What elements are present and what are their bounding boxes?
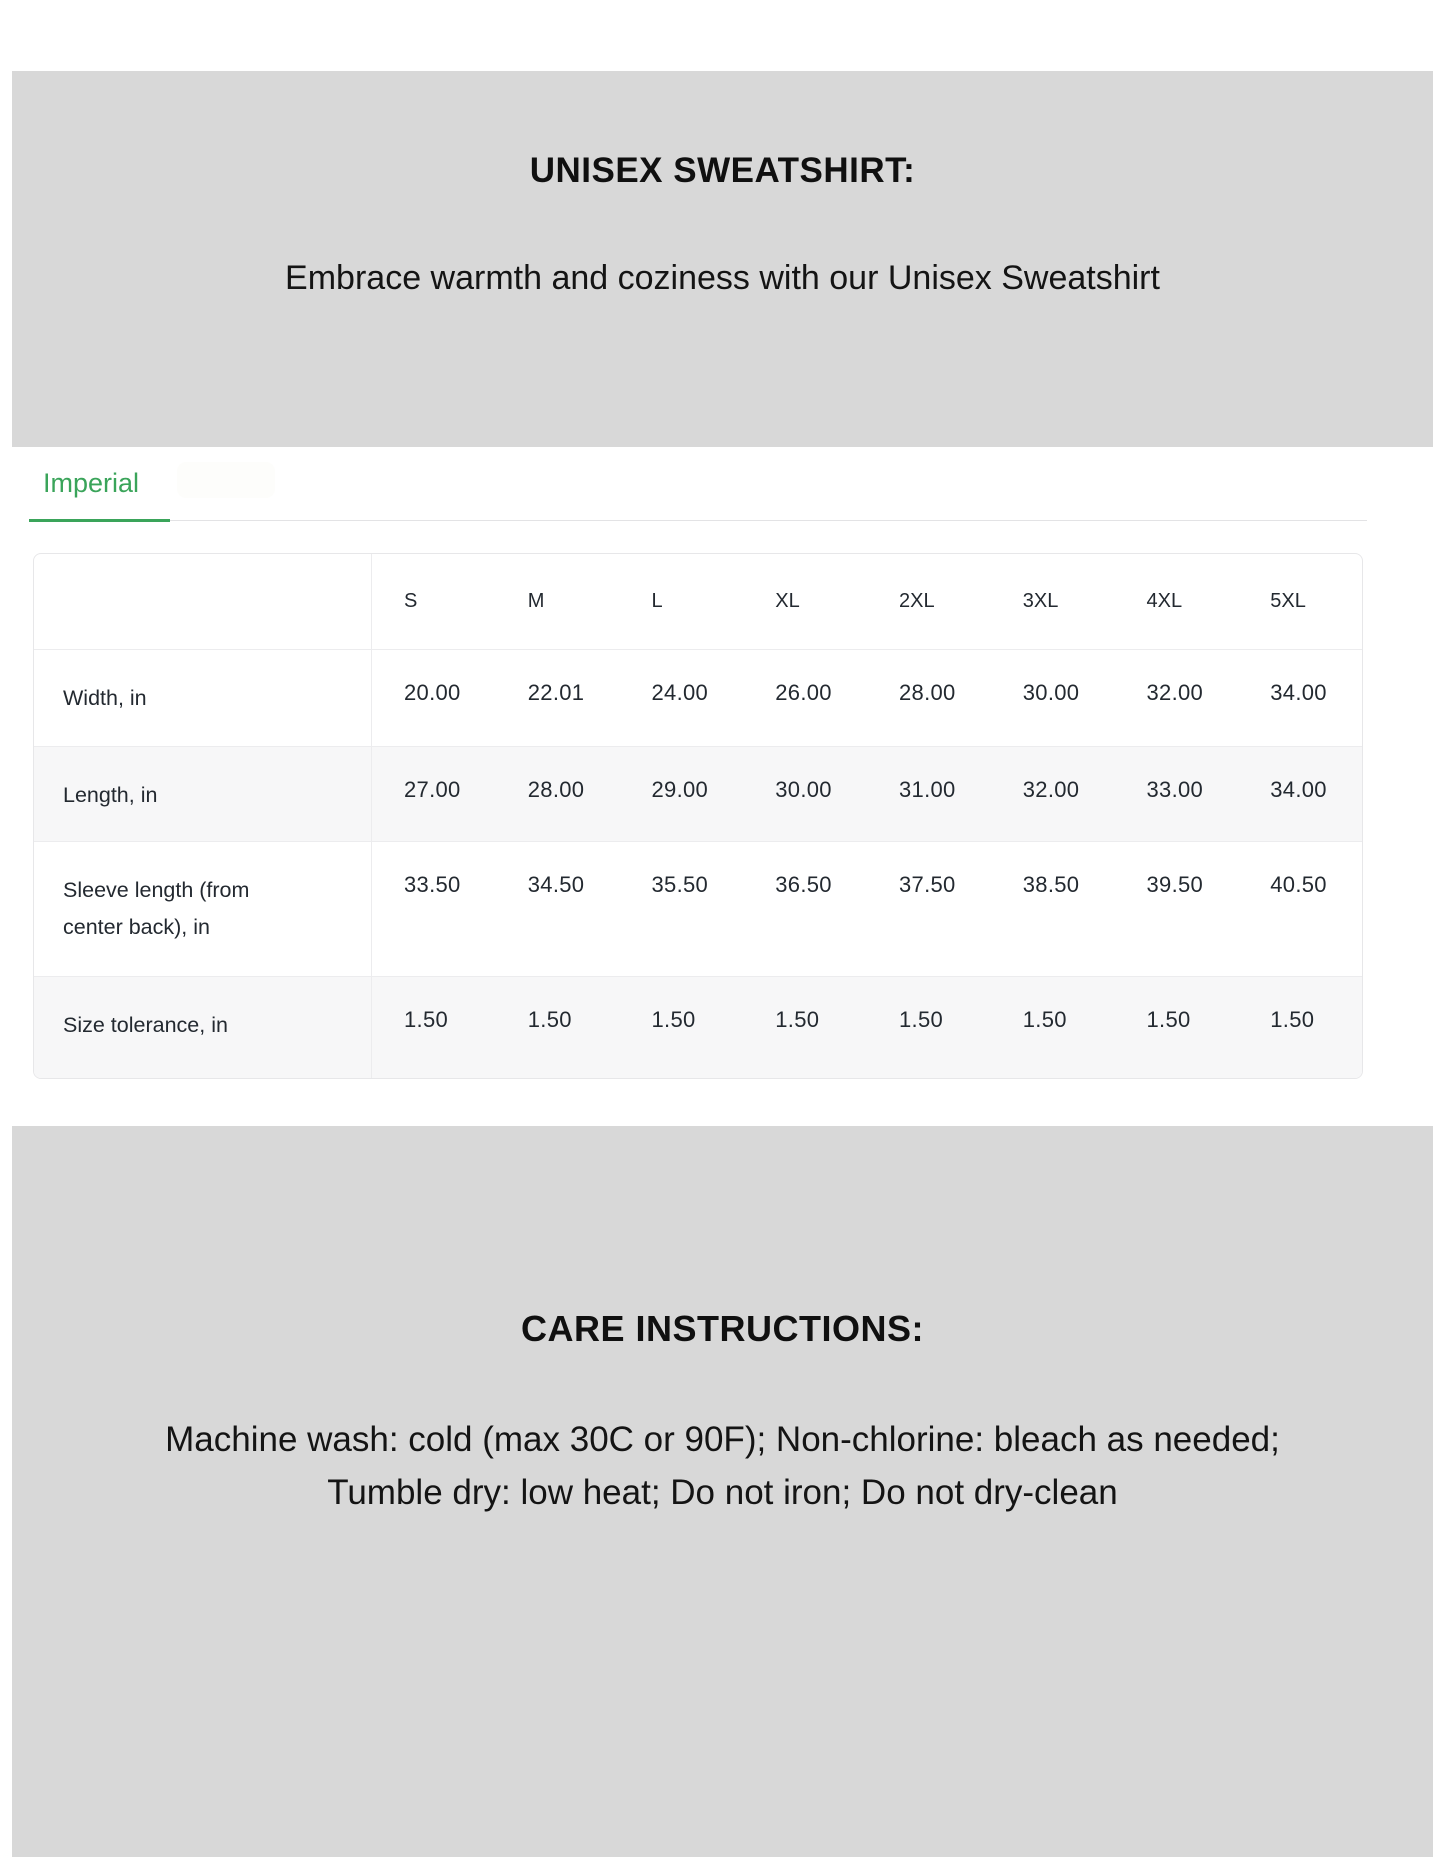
size-value: 30.00 (775, 777, 832, 802)
tab-active-underline (29, 519, 170, 522)
size-value: 33.00 (1146, 777, 1204, 802)
measurement-label: Width, in (34, 650, 372, 746)
size-value: 1.50 (1022, 1007, 1067, 1032)
care-title: CARE INSTRUCTIONS: (521, 1308, 924, 1349)
size-column-header: M (527, 590, 545, 612)
size-value: 28.00 (527, 777, 585, 802)
size-value: 36.50 (775, 872, 832, 897)
size-table-row: Length, in 27.00 28.00 29.00 30.00 31.00 32.00… (34, 746, 1362, 841)
size-value: 33.50 (404, 872, 461, 897)
size-value: 32.00 (1146, 680, 1204, 705)
product-subtitle: Embrace warmth and coziness with our Uni… (285, 259, 1160, 297)
size-value: 37.50 (899, 872, 956, 897)
care-body: Machine wash: cold (max 30C or 90F); Non… (165, 1420, 1280, 1512)
size-value: 1.50 (775, 1007, 820, 1032)
care-instructions-block: CARE INSTRUCTIONS: Machine wash: cold (m… (12, 1126, 1433, 1857)
size-value: 1.50 (527, 1007, 572, 1032)
size-value: 20.00 (404, 680, 461, 705)
tab-hidden-placeholder[interactable] (177, 462, 275, 498)
size-value: 39.50 (1146, 872, 1204, 897)
size-value: 38.50 (1022, 872, 1080, 897)
product-title: UNISEX SWEATSHIRT: (529, 151, 916, 190)
measurement-label: Sleeve length (from center back), in (34, 842, 372, 976)
size-value: 27.00 (404, 777, 461, 802)
size-table-row: Sleeve length (from center back), in 33.5… (34, 841, 1362, 976)
size-table-header-row: S M L XL 2XL 3XL 4XL 5XL (34, 554, 1362, 649)
size-column-header: 3XL (1022, 590, 1059, 612)
size-value: 26.00 (775, 680, 832, 705)
size-column-header: L (651, 590, 663, 612)
size-table-row: Width, in 20.00 22.01 24.00 26.00 28.00 30.00 3… (34, 649, 1362, 746)
measurement-label: Length, in (34, 747, 372, 841)
size-value: 28.00 (899, 680, 956, 705)
size-column-header: 5XL (1270, 590, 1306, 612)
size-value: 34.00 (1270, 777, 1327, 802)
size-value: 31.00 (899, 777, 956, 802)
size-value: 1.50 (404, 1007, 449, 1032)
size-value: 1.50 (1146, 1007, 1191, 1032)
size-value: 22.01 (527, 680, 585, 705)
size-column-header: S (404, 590, 418, 612)
size-value: 35.50 (651, 872, 709, 897)
size-value: 34.00 (1270, 680, 1327, 705)
size-table-corner-cell (34, 554, 372, 649)
size-value: 24.00 (651, 680, 709, 705)
size-value: 1.50 (651, 1007, 696, 1032)
tab-bar-divider (29, 520, 1367, 521)
size-value: 1.50 (1270, 1007, 1315, 1032)
size-value: 30.00 (1022, 680, 1080, 705)
size-column-header: 2XL (899, 590, 935, 612)
product-header-block: UNISEX SWEATSHIRT: Embrace warmth and co… (12, 71, 1433, 447)
size-column-header: XL (775, 590, 800, 612)
size-value: 40.50 (1270, 872, 1327, 897)
measurement-label: Size tolerance, in (34, 977, 372, 1078)
size-value: 1.50 (899, 1007, 944, 1032)
size-column-header: 4XL (1146, 590, 1183, 612)
size-value: 34.50 (527, 872, 585, 897)
size-value: 29.00 (651, 777, 709, 802)
tab-imperial[interactable]: Imperial (43, 468, 140, 498)
size-table-row: Size tolerance, in 1.50 1.50 1.50 1.50 1.50 1.… (34, 976, 1362, 1078)
size-table: S M L XL 2XL 3XL 4XL 5XL Width, in 20.00 22.01 24.0… (33, 553, 1363, 1079)
size-value: 32.00 (1022, 777, 1080, 802)
